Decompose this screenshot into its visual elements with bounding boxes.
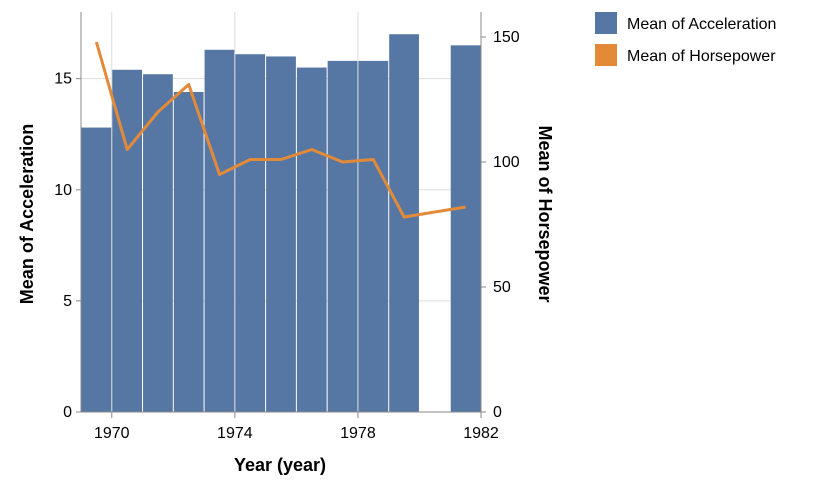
bar-acceleration-1976	[266, 56, 296, 412]
bar-acceleration-1982	[450, 45, 481, 412]
x-tick-label: 1974	[217, 425, 253, 442]
y-left-tick-label: 0	[63, 404, 72, 421]
y-left-tick-label: 15	[54, 71, 72, 88]
x-tick-label: 1982	[463, 425, 499, 442]
bar-acceleration-1974	[204, 49, 235, 413]
legend-label-horsepower: Mean of Horsepower	[627, 48, 776, 65]
x-tick-label: 1978	[340, 425, 376, 442]
y-right-tick-label: 50	[493, 279, 511, 296]
y-left-tick-label: 5	[63, 293, 72, 310]
y-left-tick-label: 10	[54, 182, 72, 199]
bars	[81, 34, 481, 413]
y-right-axis-title: Mean of Horsepower	[535, 125, 555, 302]
y-right-tick-label: 100	[493, 154, 520, 171]
bar-acceleration-1979	[358, 60, 389, 413]
bar-acceleration-1970	[81, 127, 112, 413]
bar-acceleration-1975	[235, 54, 266, 412]
bar-acceleration-1977	[296, 67, 327, 413]
legend-swatch-horsepower	[595, 44, 617, 66]
y-left-axis-title: Mean of Acceleration	[17, 124, 37, 304]
legend-label-acceleration: Mean of Acceleration	[627, 16, 776, 33]
x-tick-label: 1970	[94, 425, 130, 442]
bar-acceleration-1978	[327, 60, 358, 413]
y-right-tick-label: 150	[493, 29, 520, 46]
legend-swatch-acceleration	[595, 12, 617, 34]
legend: Mean of Acceleration Mean of Horsepower	[595, 12, 776, 66]
bar-acceleration-1973	[173, 92, 204, 412]
bar-acceleration-1971	[112, 69, 143, 413]
y-right-tick-label: 0	[493, 404, 502, 421]
x-axis-title: Year (year)	[234, 455, 326, 475]
bar-acceleration-1980	[389, 34, 419, 412]
line-series	[94, 41, 466, 219]
bar-acceleration-1972	[143, 74, 173, 412]
line-horsepower	[94, 41, 466, 219]
